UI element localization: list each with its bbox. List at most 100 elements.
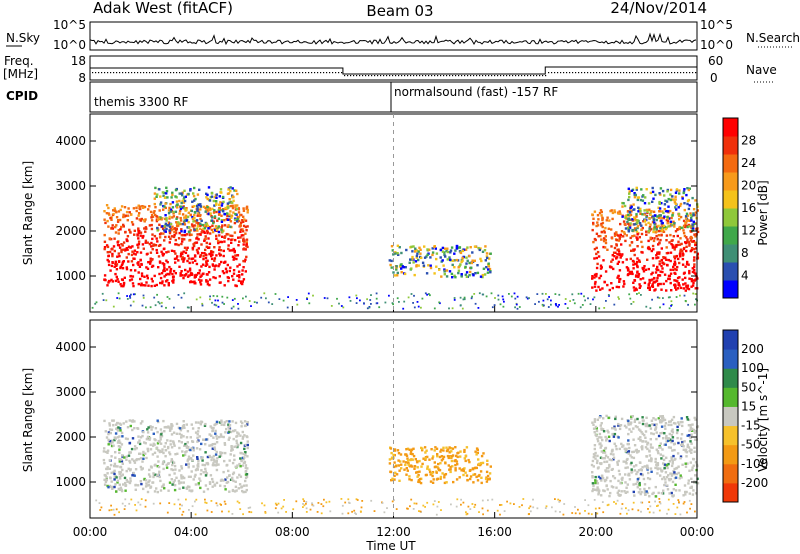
echo-cell [181, 513, 184, 516]
echo-cell [491, 498, 494, 501]
echo-cell [398, 479, 401, 482]
echo-cell [125, 455, 128, 458]
echo-cell [671, 462, 674, 465]
echo-cell [214, 229, 217, 232]
echo-cell [436, 466, 439, 469]
echo-cell [161, 254, 165, 257]
echo-cell [238, 225, 242, 228]
echo-cell [473, 473, 477, 476]
echo-cell [168, 230, 172, 233]
echo-cell [242, 484, 246, 487]
echo-cell [152, 244, 155, 247]
echo-cell [163, 284, 166, 287]
echo-cell [611, 286, 614, 290]
nsearch-tick-bottom: 10^0 [700, 38, 733, 52]
echo-cell [450, 455, 454, 458]
colorbar-tick: 8 [741, 246, 749, 260]
nave-point [422, 75, 424, 77]
echo-cell [645, 215, 648, 219]
echo-cell [678, 253, 682, 256]
echo-cell [139, 436, 143, 439]
echo-cell [655, 234, 658, 238]
nave-point [455, 75, 457, 77]
echo-cell [142, 487, 145, 491]
nave-point [296, 72, 298, 74]
echo-cell [554, 303, 557, 305]
echo-cell [146, 437, 149, 441]
echo-cell [689, 448, 692, 451]
echo-cell [389, 447, 393, 450]
echo-cell [678, 276, 681, 279]
echo-cell [587, 297, 589, 300]
echo-cell [210, 228, 214, 232]
echo-cell [636, 417, 639, 421]
echo-cell [390, 456, 394, 459]
echo-cell [138, 230, 141, 233]
echo-cell [128, 211, 131, 214]
echo-cell [205, 438, 208, 441]
echo-cell [109, 477, 112, 480]
echo-cell [657, 282, 660, 286]
echo-cell [425, 255, 428, 258]
colorbar-swatch [723, 425, 738, 446]
echo-cell [632, 465, 636, 468]
echo-cell [142, 457, 145, 460]
echo-cell [223, 224, 227, 227]
echo-cell [133, 257, 136, 260]
colorbar-tick: -50 [741, 438, 761, 452]
echo-cell [202, 490, 206, 493]
echo-cell [404, 461, 408, 464]
echo-cell [182, 197, 185, 201]
echo-cell [675, 243, 678, 247]
echo-cell [680, 433, 684, 436]
nave-point [347, 75, 349, 77]
echo-cell [469, 475, 473, 478]
echo-cell [690, 285, 693, 288]
echo-cell [246, 208, 249, 211]
echo-cell [205, 280, 208, 283]
echo-cell [161, 450, 164, 453]
echo-cell [183, 216, 186, 219]
echo-cell [591, 482, 595, 485]
echo-cell [107, 443, 110, 446]
echo-cell [627, 229, 631, 232]
echo-cell [487, 478, 490, 481]
echo-cell [661, 270, 664, 274]
echo-cell [197, 278, 201, 281]
echo-cell [461, 259, 464, 262]
echo-cell [690, 433, 693, 436]
echo-cell [110, 455, 113, 458]
echo-cell [609, 452, 613, 456]
echo-cell [608, 288, 611, 292]
echo-cell [228, 424, 232, 427]
echo-cell [468, 469, 472, 472]
echo-cell [657, 243, 660, 246]
echo-cell [606, 504, 609, 507]
echo-cell [614, 415, 617, 418]
echo-cell [222, 435, 225, 439]
echo-cell [182, 454, 185, 457]
echo-cell [305, 507, 308, 510]
echo-cell [220, 214, 223, 217]
colorbar-tick: 20 [741, 179, 756, 193]
echo-cell [164, 280, 168, 283]
echo-cell [600, 214, 603, 217]
echo-cell [685, 245, 688, 248]
echo-cell [633, 444, 637, 447]
echo-cell [416, 466, 419, 469]
echo-cell [591, 421, 594, 424]
echo-cell [635, 262, 638, 266]
echo-cell [162, 419, 165, 423]
echo-cell [130, 278, 134, 281]
echo-cell [413, 273, 416, 277]
echo-cell [649, 427, 653, 430]
echo-cell [670, 289, 673, 292]
nave-point [278, 72, 280, 74]
echo-cell [226, 214, 229, 218]
echo-cell [641, 245, 644, 249]
echo-cell [627, 217, 631, 220]
nave-point [632, 72, 634, 74]
echo-cell [116, 421, 119, 425]
echo-cell [650, 419, 654, 422]
echo-cell [670, 418, 674, 421]
